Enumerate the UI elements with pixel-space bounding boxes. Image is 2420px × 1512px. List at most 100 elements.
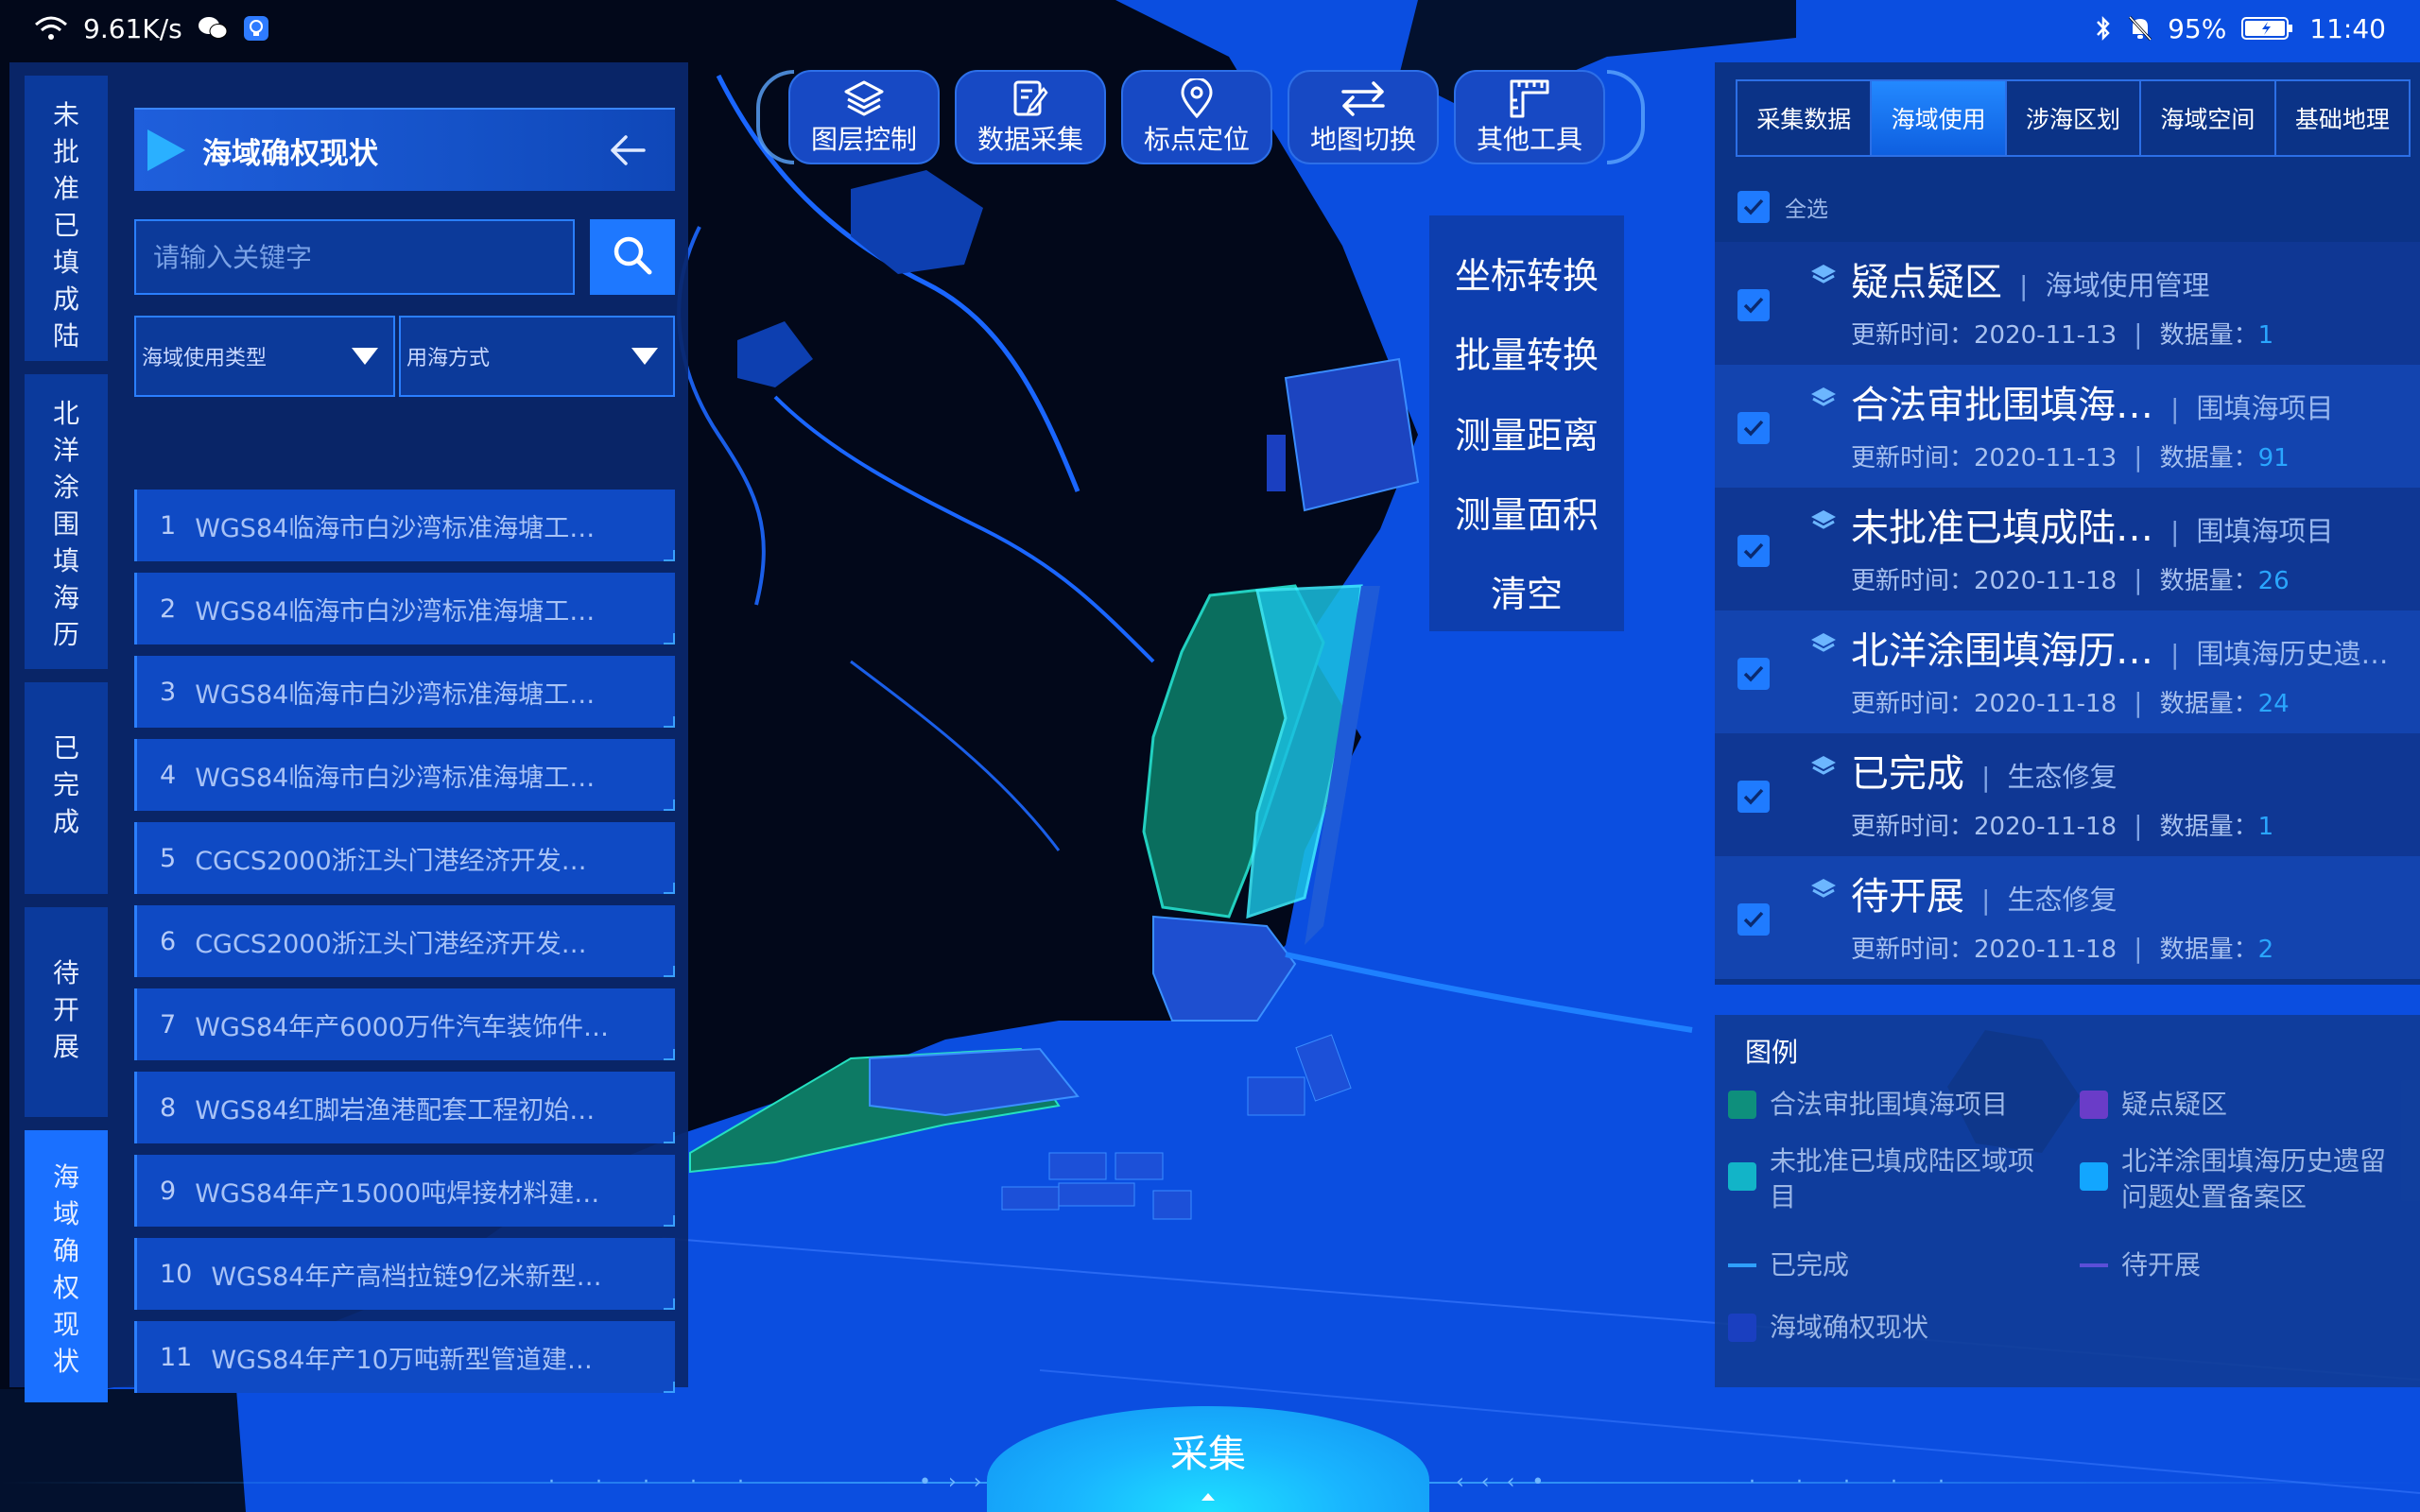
tab-collected-data[interactable]: 采集数据 (1737, 81, 1873, 155)
tab-sea-zoning[interactable]: 涉海区划 (2007, 81, 2142, 155)
layer-name: 未批准已填成陆… (1851, 507, 2153, 550)
legend-item: 疑点疑区 (2080, 1087, 2227, 1123)
list-item[interactable]: 9 WGS84年产15000吨焊接材料建… (134, 1155, 675, 1227)
select-all-checkbox[interactable] (1737, 191, 1770, 223)
vtab-completed[interactable]: 已完成 (25, 682, 108, 894)
back-arrow-icon[interactable] (599, 122, 656, 179)
usage-type-select[interactable]: 海域使用类型 (134, 316, 395, 397)
legend-line (1728, 1263, 1756, 1267)
battery-percent: 95% (2168, 12, 2227, 44)
list-item[interactable]: 6 CGCS2000浙江头门港经济开发… (134, 905, 675, 977)
layer-checkbox[interactable] (1737, 658, 1770, 690)
checkmark-icon (1743, 911, 1764, 928)
list-item[interactable]: 3 WGS84临海市白沙湾标准海塘工… (134, 656, 675, 728)
layer-name: 疑点疑区 (1851, 261, 2002, 304)
other-tools-button[interactable]: 其他工具 (1454, 70, 1605, 164)
layer-name: 已完成 (1851, 752, 1964, 796)
vtab-unapproved[interactable]: 未批准已填成陆 (25, 76, 108, 361)
legend-swatch (2080, 1162, 2108, 1191)
ruler-icon (1509, 77, 1550, 119)
layer-category: 围填海项目 (2196, 392, 2334, 424)
list-item[interactable]: 5 CGCS2000浙江头门港经济开发… (134, 822, 675, 894)
layer-category: 生态修复 (2007, 884, 2118, 916)
layer-count: 26 (2257, 567, 2290, 595)
edit-icon (1011, 77, 1049, 119)
legend-item: 海域确权现状 (1728, 1310, 1928, 1346)
layer-update-date: 2020-11-18 (1974, 567, 2118, 595)
zone-right-strip (1305, 586, 1380, 945)
legend-swatch (1728, 1314, 1756, 1342)
layer-row[interactable]: 未批准已填成陆… | 围填海项目 更新时间：2020-11-18 | 数据量：26 (1715, 488, 2420, 610)
search-icon (611, 233, 654, 281)
tab-base-geography[interactable]: 基础地理 (2294, 106, 2390, 133)
layer-count: 24 (2257, 690, 2290, 718)
legend-item: 待开展 (2080, 1247, 2201, 1283)
list-item[interactable]: 11 WGS84年产10万吨新型管道建… (134, 1321, 675, 1393)
legend-swatch (2080, 1091, 2108, 1119)
sea-route (1039, 1369, 2420, 1494)
zone-west-2 (869, 1047, 1080, 1117)
menu-item-coordinate-convert[interactable]: 坐标转换 (1454, 254, 1599, 297)
layer-checkbox[interactable] (1737, 289, 1770, 321)
sea-use-mode-select[interactable]: 用海方式 (399, 316, 675, 397)
data-collect-button[interactable]: 数据采集 (955, 70, 1106, 164)
vtab-beiyangtu[interactable]: 北洋涂围填海历 (25, 374, 108, 669)
status-bar: 9.61K/s 95% 11:40 (0, 0, 2420, 57)
list-item[interactable]: 1 WGS84临海市白沙湾标准海塘工… (134, 490, 675, 561)
legend-line (2080, 1263, 2108, 1267)
panel-title: 海域确权现状 (202, 136, 378, 171)
layer-category: 围填海历史遗… (2196, 638, 2389, 670)
swap-arrows-icon (1340, 77, 1386, 119)
vtab-sea-rights[interactable]: 海域确权现状 (25, 1130, 108, 1402)
divider: | (1981, 762, 1991, 793)
layer-checkbox[interactable] (1737, 535, 1770, 567)
point-locate-button[interactable]: 标点定位 (1121, 70, 1272, 164)
sea-block (1001, 1186, 1060, 1211)
layer-row[interactable]: 已完成 | 生态修复 更新时间：2020-11-18 | 数据量：1 (1715, 733, 2420, 856)
wechat-icon (198, 15, 228, 42)
divider: | (2170, 516, 2180, 547)
location-pin-icon (1180, 77, 1214, 119)
menu-item-clear[interactable]: 清空 (1490, 574, 1563, 616)
legend-title: 图例 (1745, 1037, 1799, 1068)
vtab-pending[interactable]: 待开展 (25, 907, 108, 1117)
layer-row[interactable]: 北洋涂围填海历… | 围填海历史遗… 更新时间：2020-11-18 | 数据量：24 (1715, 610, 2420, 733)
layer-update-date: 2020-11-18 (1974, 936, 2118, 964)
layer-row[interactable]: 合法审批围填海… | 围填海项目 更新时间：2020-11-13 | 数据量：91 (1715, 365, 2420, 488)
map-switch-button[interactable]: 地图切换 (1288, 70, 1439, 164)
menu-item-batch-convert[interactable]: 批量转换 (1454, 335, 1599, 377)
divider: | (1981, 885, 1991, 916)
layer-update-date: 2020-11-13 (1974, 321, 2118, 350)
divider: | (2170, 639, 2180, 670)
menu-item-measure-area[interactable]: 测量面积 (1454, 493, 1599, 536)
bottom-decoration-arrows: ‹‹‹• (1456, 1470, 1562, 1494)
bottom-decoration-dots: · · · · · (548, 1470, 761, 1494)
legend-item: 未批准已填成陆区域项目 (1728, 1143, 2049, 1215)
right-panel: 采集数据 海域使用 涉海区划 海域空间 基础地理 全选 疑点疑区 | 海域使用管理 … (1715, 62, 2420, 985)
left-panel: 未批准已填成陆 北洋涂围填海历 已完成 待开展 海域确权现状 海域确权现状 海域… (9, 62, 688, 1402)
layer-row[interactable]: 待开展 | 生态修复 更新时间：2020-11-18 | 数据量：2 (1715, 856, 2420, 979)
list-item[interactable]: 2 WGS84临海市白沙湾标准海塘工… (134, 573, 675, 644)
search-input[interactable] (134, 219, 575, 295)
list-item[interactable]: 4 WGS84临海市白沙湾标准海塘工… (134, 739, 675, 811)
map-legend: 图例 合法审批围填海项目 疑点疑区 未批准已填成陆区域项目 北洋涂围填海历史遗留… (1715, 1015, 2420, 1387)
tab-sea-use[interactable]: 海域使用 (1872, 81, 2007, 155)
zone-pier-north (1284, 357, 1420, 512)
menu-item-measure-distance[interactable]: 测量距离 (1454, 414, 1599, 456)
layer-checkbox[interactable] (1737, 903, 1770, 936)
layer-control-button[interactable]: 图层控制 (788, 70, 940, 164)
list-item[interactable]: 7 WGS84年产6000万件汽车装饰件… (134, 988, 675, 1060)
layer-count: 1 (2257, 813, 2274, 841)
tab-sea-space[interactable]: 海域空间 (2141, 81, 2276, 155)
notification-app-icon (243, 15, 269, 42)
battery-icon (2241, 15, 2294, 42)
search-button[interactable] (590, 219, 675, 295)
chevron-down-icon (352, 348, 378, 365)
list-item[interactable]: 8 WGS84红脚岩渔港配套工程初始… (134, 1072, 675, 1143)
layer-row[interactable]: 疑点疑区 | 海域使用管理 更新时间：2020-11-13 | 数据量：1 (1715, 242, 2420, 365)
sea-block (1058, 1182, 1135, 1207)
layer-checkbox[interactable] (1737, 412, 1770, 444)
layer-checkbox[interactable] (1737, 781, 1770, 813)
list-item[interactable]: 10 WGS84年产高档拉链9亿米新型… (134, 1238, 675, 1310)
chevron-up-icon (1201, 1493, 1215, 1501)
